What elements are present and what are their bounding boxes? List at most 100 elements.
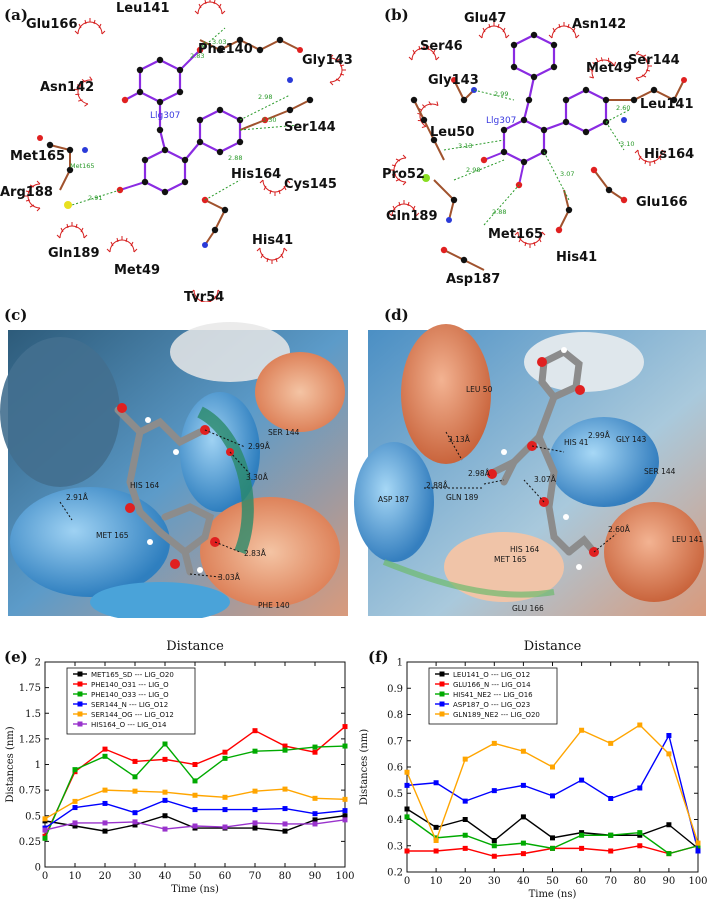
hbond-label: 3.30 [262,116,276,124]
distance-label: 3.30Å [246,473,269,482]
residue-label: Ser144 [284,120,336,135]
x-tick-label: 70 [604,876,617,887]
data-point [72,820,78,826]
panel-b: (b) [354,0,708,302]
residue-label: Cys145 [284,177,337,192]
x-tick-label: 0 [404,876,410,887]
y-tick-label: 0.5 [387,789,403,800]
data-point [579,830,585,836]
data-point [579,727,585,733]
legend-marker [439,701,445,707]
residue-label: Glu166 [26,17,78,32]
data-point [192,807,198,813]
data-point [342,724,348,730]
residue-label: LEU 50 [466,385,493,394]
data-point [695,840,701,846]
data-point [550,835,555,841]
legend-marker [77,721,83,727]
data-point [608,848,614,854]
ligand-name: Llg307 [150,111,180,121]
distance-label: 2.99Å [588,431,611,440]
residue-label: Tyr54 [184,290,224,302]
panel-a: (a) [0,0,354,307]
x-tick-label: 40 [517,876,530,887]
data-point [491,853,497,859]
data-point [491,843,497,849]
y-tick-label: 0.25 [19,837,41,848]
legend-box [428,667,558,725]
x-tick-label: 90 [309,871,322,882]
data-point [520,748,526,754]
distance-label: 2.98Å [468,469,491,478]
x-tick-label: 20 [99,871,112,882]
distance-label: 2.83Å [244,549,267,558]
y-tick-label: 1.25 [19,734,41,745]
data-point [42,816,48,822]
data-point [462,832,468,838]
x-tick-label: 10 [430,876,443,887]
residue-label: Glu166 [636,195,688,210]
data-point [637,785,643,791]
hbond-label: 2.99 [494,90,508,98]
residue-label: Phe140 [198,42,253,57]
hbond-label: 2.98 [466,166,480,174]
data-point [404,848,410,854]
residue-label: Gln189 [48,246,100,261]
residue-label: His164 [231,167,281,182]
residue-label: HIS 164 [130,481,160,490]
data-point [222,749,228,755]
data-point [637,722,643,728]
data-point [192,778,198,784]
residue-label: Leu50 [430,125,474,140]
residue-label: Met49 [114,263,160,278]
data-point [132,819,138,825]
y-tick-label: 0.9 [387,684,403,695]
data-point [491,788,497,794]
data-point [282,786,288,792]
residue-label: Ser46 [420,39,463,54]
data-point [162,741,168,747]
panel-letter-b: (b) [384,6,409,24]
legend-marker [439,691,445,697]
legend-marker [77,681,83,687]
data-point [637,830,643,836]
data-point [637,843,643,849]
data-point [102,746,108,752]
data-point [312,811,318,817]
y-tick-label: 1.5 [25,709,41,720]
hbond-label: 3.07 [560,170,574,178]
data-point [342,796,348,802]
residue-label: His41 [556,250,597,265]
data-point [252,820,258,826]
distance-label: 3.03Å [218,573,241,582]
pocket-render-d: LEU 50 3.13Å HIS 41 2.99Å GLY 143 SER 14… [354,324,706,616]
data-point [192,762,198,767]
residue-label: Met165 [10,149,65,164]
panel-d: (d) [354,302,708,618]
x-tick-label: 0 [42,871,48,882]
data-point [491,740,497,746]
legend-entry: LEU141_O --- LIG_O12 [453,671,530,679]
x-tick-label: 100 [688,876,707,887]
data-point [252,788,258,794]
y-tick-label: 0.5 [25,811,41,822]
data-point [222,824,228,830]
residue-label: Leu141 [116,1,170,16]
data-point [462,798,468,804]
data-point [252,728,258,734]
residue-label: MET 165 [494,555,527,564]
residue-label: His164 [644,147,694,162]
data-point [312,817,318,823]
data-point [252,748,258,754]
residue-label: HIS 41 [564,438,589,447]
panel-f: (f) Distance 0 10 20 30 40 50 60 70 80 90 100 0.2 0.3… [354,634,708,902]
data-point [433,835,439,841]
data-point [222,755,228,761]
data-point [312,821,318,827]
y-tick-label: 0.8 [387,710,403,721]
panel-e: (e) Distance 0 10 20 30 40 50 60 70 80 90 100 0 0.25 0… [0,634,355,902]
residue-label: Leu141 [640,97,694,112]
legend-marker [77,701,83,707]
atom-label: Met165 [70,162,95,170]
data-point [162,813,168,819]
